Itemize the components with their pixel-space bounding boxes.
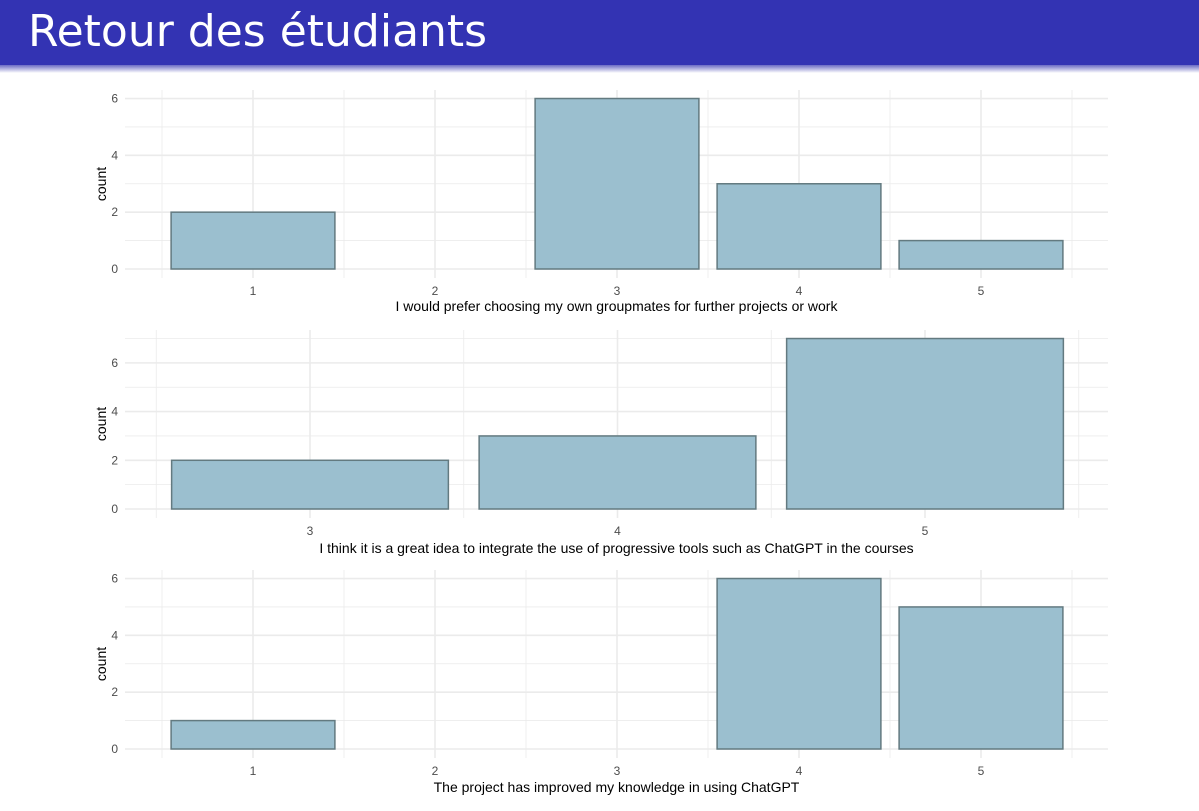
y-tick-label: 6 (111, 572, 118, 586)
x-tick-label: 1 (250, 764, 257, 778)
y-axis-label: count (93, 167, 109, 201)
bar (785, 337, 1065, 510)
y-axis-label: count (93, 647, 109, 681)
y-axis-label: count (93, 407, 109, 441)
y-tick-label: 6 (111, 356, 118, 370)
bar (170, 719, 336, 750)
y-tick-label: 6 (111, 92, 118, 106)
x-tick-label: 3 (614, 284, 621, 298)
chart-3: 0 2 4 6 1 2 3 4 5 The project has improved my kno… (93, 570, 1108, 795)
bar (716, 577, 882, 750)
y-tick-label: 2 (111, 453, 118, 467)
x-axis-label: I think it is a great idea to integrate … (319, 540, 913, 556)
y-tick-label: 4 (111, 148, 118, 162)
y-tick-label: 0 (111, 742, 118, 756)
x-tick-label: 2 (432, 764, 439, 778)
y-tick-label: 4 (111, 405, 118, 419)
x-tick-label: 4 (614, 524, 621, 538)
title-bar-shadow (0, 65, 1199, 73)
title-bar (0, 0, 1199, 65)
x-tick-label: 3 (307, 524, 314, 538)
y-tick-label: 2 (111, 685, 118, 699)
x-tick-label: 5 (978, 764, 985, 778)
bar (716, 183, 882, 270)
x-tick-label: 5 (922, 524, 929, 538)
x-axis-label: The project has improved my knowledge in… (434, 779, 800, 795)
bar (478, 435, 757, 510)
bar (170, 459, 450, 510)
x-tick-label: 1 (250, 284, 257, 298)
y-tick-label: 0 (111, 262, 118, 276)
chart-2: 0 2 4 6 3 4 5 I think it is a great idea to int… (93, 330, 1108, 556)
y-tick-label: 2 (111, 205, 118, 219)
bar (898, 606, 1064, 750)
y-tick-label: 0 (111, 502, 118, 516)
chart-1: 0 2 4 6 1 2 3 4 5 I would prefer choosing my own … (93, 90, 1108, 314)
bar (898, 239, 1064, 270)
x-tick-label: 4 (796, 764, 803, 778)
slide-title: Retour des étudiants (28, 6, 488, 57)
y-tick-label: 4 (111, 628, 118, 642)
x-tick-label: 3 (614, 764, 621, 778)
x-tick-label: 2 (432, 284, 439, 298)
x-tick-label: 4 (796, 284, 803, 298)
x-tick-label: 5 (978, 284, 985, 298)
x-axis-label: I would prefer choosing my own groupmate… (396, 298, 839, 314)
bar (534, 97, 700, 270)
bar (170, 211, 336, 270)
